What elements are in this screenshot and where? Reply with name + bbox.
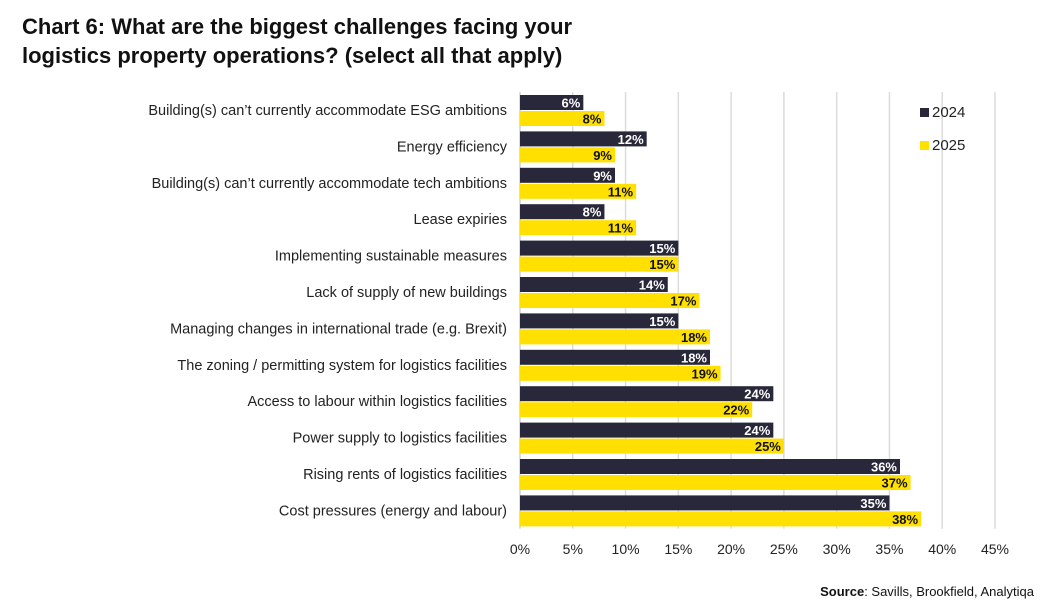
data-label: 14% (639, 278, 665, 293)
bar-2025 (520, 147, 615, 163)
bar-2024 (520, 95, 584, 110)
data-label: 19% (692, 366, 718, 381)
bar-2025 (520, 438, 784, 454)
category-label: Lack of supply of new buildings (306, 285, 507, 301)
legend-swatch-2025 (920, 141, 929, 150)
x-tick-label: 35% (875, 541, 903, 557)
bar-2025 (520, 475, 911, 490)
x-tick-label: 30% (823, 541, 851, 557)
x-tick-label: 40% (928, 541, 956, 557)
data-label: 18% (681, 350, 707, 365)
bar-2024 (520, 422, 774, 438)
bar-2024 (520, 131, 647, 147)
bar-2025 (520, 111, 605, 126)
category-label: Building(s) can’t currently accommodate … (152, 176, 507, 192)
data-label: 17% (670, 294, 696, 309)
bar-2025 (520, 183, 637, 199)
bar-2024 (520, 349, 710, 365)
data-label: 8% (583, 112, 602, 127)
bar-2025 (520, 511, 922, 527)
category-label: The zoning / permitting system for logis… (177, 358, 507, 374)
bar-2025 (520, 220, 637, 236)
data-label: 11% (608, 221, 634, 236)
data-label: 37% (882, 476, 908, 491)
chart-title: Chart 6: What are the biggest challenges… (22, 12, 572, 70)
bar-2025 (520, 256, 679, 272)
x-tick-label: 25% (770, 541, 798, 557)
data-label: 18% (681, 330, 707, 345)
bar-2024 (520, 386, 774, 402)
source-text: : Savills, Brookfield, Analytiqa (864, 584, 1034, 599)
data-label: 22% (723, 403, 749, 418)
category-label: Access to labour within logistics facili… (248, 394, 508, 410)
x-tick-label: 15% (664, 541, 692, 557)
category-label: Lease expiries (414, 212, 508, 228)
category-label: Implementing sustainable measures (275, 249, 507, 265)
bar-2025 (520, 293, 700, 308)
bar-2025 (520, 402, 753, 418)
data-label: 6% (562, 96, 581, 111)
data-label: 25% (755, 439, 781, 454)
data-label: 9% (593, 168, 612, 183)
category-label: Power supply to logistics facilities (293, 431, 507, 447)
data-label: 11% (608, 184, 634, 199)
legend-swatch-2024 (920, 108, 929, 117)
bar-2025 (520, 329, 710, 345)
bar-2024 (520, 495, 890, 511)
x-tick-label: 0% (510, 541, 530, 557)
bar-2024 (520, 240, 679, 256)
x-tick-label: 45% (981, 541, 1009, 557)
data-label: 24% (744, 423, 770, 438)
chart-title-text: Chart 6: What are the biggest challenges… (22, 14, 573, 68)
bar-2024 (520, 277, 668, 292)
legend-label: 2024 (932, 104, 965, 121)
category-label: Rising rents of logistics facilities (303, 467, 507, 483)
bar-2024 (520, 459, 900, 474)
source-note: Source: Savills, Brookfield, Analytiqa (820, 584, 1034, 599)
bar-2024 (520, 167, 615, 183)
bar-2025 (520, 365, 721, 381)
x-tick-label: 10% (612, 541, 640, 557)
data-label: 36% (871, 460, 897, 475)
category-label: Energy efficiency (397, 139, 508, 155)
data-label: 35% (860, 496, 886, 511)
legend-label: 2025 (932, 137, 965, 154)
data-label: 15% (649, 257, 675, 272)
data-label: 9% (593, 148, 612, 163)
data-label: 8% (583, 205, 602, 220)
data-label: 38% (892, 512, 918, 527)
category-label: Cost pressures (energy and labour) (279, 503, 507, 519)
data-label: 24% (744, 387, 770, 402)
x-tick-label: 5% (563, 541, 583, 557)
category-label: Building(s) can’t currently accommodate … (148, 103, 507, 119)
source-label: Source (820, 584, 865, 599)
data-label: 15% (649, 314, 675, 329)
bar-2024 (520, 204, 605, 220)
category-label: Managing changes in international trade … (170, 321, 507, 337)
data-label: 15% (649, 241, 675, 256)
data-label: 12% (618, 132, 644, 147)
x-tick-label: 20% (717, 541, 745, 557)
bar-2024 (520, 313, 679, 329)
